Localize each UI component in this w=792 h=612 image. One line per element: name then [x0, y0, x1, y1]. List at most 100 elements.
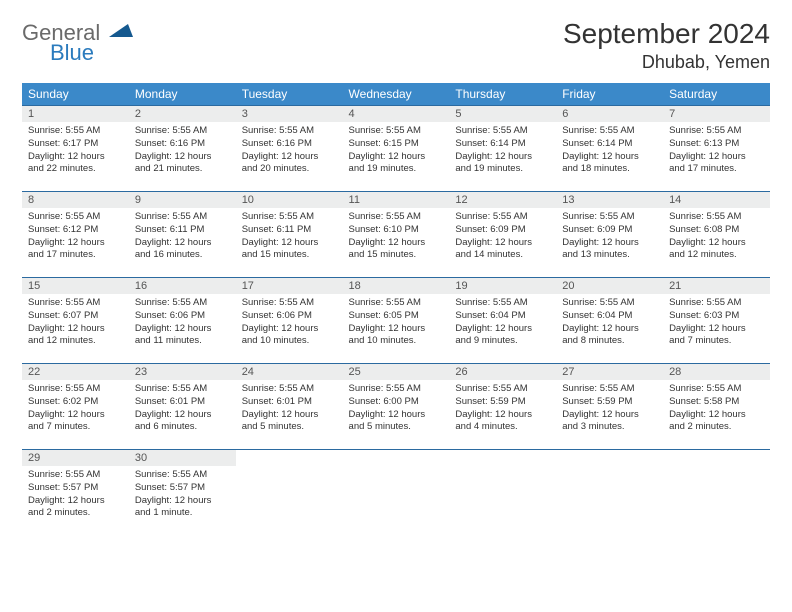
calendar-cell: 5Sunrise: 5:55 AMSunset: 6:14 PMDaylight…	[449, 106, 556, 192]
month-title: September 2024	[563, 18, 770, 50]
calendar-cell: 29Sunrise: 5:55 AMSunset: 5:57 PMDayligh…	[22, 450, 129, 536]
calendar-cell: 17Sunrise: 5:55 AMSunset: 6:06 PMDayligh…	[236, 278, 343, 364]
calendar-cell: 20Sunrise: 5:55 AMSunset: 6:04 PMDayligh…	[556, 278, 663, 364]
day-number: 21	[663, 278, 770, 294]
day-number: 4	[343, 106, 450, 122]
day-number: 14	[663, 192, 770, 208]
day-body: Sunrise: 5:55 AMSunset: 6:14 PMDaylight:…	[449, 122, 556, 180]
day-number: 28	[663, 364, 770, 380]
calendar-cell: 18Sunrise: 5:55 AMSunset: 6:05 PMDayligh…	[343, 278, 450, 364]
calendar-body: 1Sunrise: 5:55 AMSunset: 6:17 PMDaylight…	[22, 106, 770, 536]
day-body: Sunrise: 5:55 AMSunset: 6:10 PMDaylight:…	[343, 208, 450, 266]
day-body: Sunrise: 5:55 AMSunset: 5:57 PMDaylight:…	[129, 466, 236, 524]
calendar-head: SundayMondayTuesdayWednesdayThursdayFrid…	[22, 83, 770, 106]
calendar-row: 15Sunrise: 5:55 AMSunset: 6:07 PMDayligh…	[22, 278, 770, 364]
logo-word2: Blue	[50, 42, 133, 64]
day-body: Sunrise: 5:55 AMSunset: 6:13 PMDaylight:…	[663, 122, 770, 180]
calendar-cell: 1Sunrise: 5:55 AMSunset: 6:17 PMDaylight…	[22, 106, 129, 192]
day-body: Sunrise: 5:55 AMSunset: 6:16 PMDaylight:…	[129, 122, 236, 180]
calendar-cell: 28Sunrise: 5:55 AMSunset: 5:58 PMDayligh…	[663, 364, 770, 450]
calendar-table: SundayMondayTuesdayWednesdayThursdayFrid…	[22, 83, 770, 536]
calendar-cell: 12Sunrise: 5:55 AMSunset: 6:09 PMDayligh…	[449, 192, 556, 278]
day-body: Sunrise: 5:55 AMSunset: 6:11 PMDaylight:…	[236, 208, 343, 266]
calendar-cell-empty	[556, 450, 663, 536]
calendar-cell-empty	[343, 450, 450, 536]
calendar-cell: 21Sunrise: 5:55 AMSunset: 6:03 PMDayligh…	[663, 278, 770, 364]
day-number: 11	[343, 192, 450, 208]
day-body: Sunrise: 5:55 AMSunset: 6:14 PMDaylight:…	[556, 122, 663, 180]
logo-text: General Blue	[22, 18, 133, 64]
day-number: 15	[22, 278, 129, 294]
day-number: 20	[556, 278, 663, 294]
day-body: Sunrise: 5:55 AMSunset: 6:05 PMDaylight:…	[343, 294, 450, 352]
day-number: 13	[556, 192, 663, 208]
calendar-cell: 6Sunrise: 5:55 AMSunset: 6:14 PMDaylight…	[556, 106, 663, 192]
day-number: 1	[22, 106, 129, 122]
day-body: Sunrise: 5:55 AMSunset: 5:59 PMDaylight:…	[556, 380, 663, 438]
day-body: Sunrise: 5:55 AMSunset: 6:04 PMDaylight:…	[556, 294, 663, 352]
calendar-cell: 19Sunrise: 5:55 AMSunset: 6:04 PMDayligh…	[449, 278, 556, 364]
weekday-header: Saturday	[663, 83, 770, 106]
header: General Blue September 2024 Dhubab, Yeme…	[22, 18, 770, 73]
day-body: Sunrise: 5:55 AMSunset: 6:16 PMDaylight:…	[236, 122, 343, 180]
calendar-cell: 16Sunrise: 5:55 AMSunset: 6:06 PMDayligh…	[129, 278, 236, 364]
day-body: Sunrise: 5:55 AMSunset: 5:58 PMDaylight:…	[663, 380, 770, 438]
calendar-cell: 10Sunrise: 5:55 AMSunset: 6:11 PMDayligh…	[236, 192, 343, 278]
day-number: 30	[129, 450, 236, 466]
calendar-cell: 2Sunrise: 5:55 AMSunset: 6:16 PMDaylight…	[129, 106, 236, 192]
day-number: 18	[343, 278, 450, 294]
day-number: 9	[129, 192, 236, 208]
calendar-cell-empty	[663, 450, 770, 536]
calendar-cell: 9Sunrise: 5:55 AMSunset: 6:11 PMDaylight…	[129, 192, 236, 278]
day-number: 5	[449, 106, 556, 122]
day-body: Sunrise: 5:55 AMSunset: 6:09 PMDaylight:…	[449, 208, 556, 266]
day-body: Sunrise: 5:55 AMSunset: 6:04 PMDaylight:…	[449, 294, 556, 352]
calendar-cell-empty	[449, 450, 556, 536]
calendar-cell: 13Sunrise: 5:55 AMSunset: 6:09 PMDayligh…	[556, 192, 663, 278]
logo: General Blue	[22, 18, 133, 64]
day-body: Sunrise: 5:55 AMSunset: 6:15 PMDaylight:…	[343, 122, 450, 180]
day-body: Sunrise: 5:55 AMSunset: 6:06 PMDaylight:…	[236, 294, 343, 352]
day-body: Sunrise: 5:55 AMSunset: 6:07 PMDaylight:…	[22, 294, 129, 352]
day-number: 23	[129, 364, 236, 380]
weekday-header: Friday	[556, 83, 663, 106]
weekday-header: Tuesday	[236, 83, 343, 106]
calendar-cell: 8Sunrise: 5:55 AMSunset: 6:12 PMDaylight…	[22, 192, 129, 278]
calendar-cell: 23Sunrise: 5:55 AMSunset: 6:01 PMDayligh…	[129, 364, 236, 450]
title-block: September 2024 Dhubab, Yemen	[563, 18, 770, 73]
weekday-header: Monday	[129, 83, 236, 106]
day-body: Sunrise: 5:55 AMSunset: 6:11 PMDaylight:…	[129, 208, 236, 266]
day-number: 3	[236, 106, 343, 122]
day-number: 7	[663, 106, 770, 122]
day-number: 17	[236, 278, 343, 294]
day-body: Sunrise: 5:55 AMSunset: 6:01 PMDaylight:…	[129, 380, 236, 438]
day-body: Sunrise: 5:55 AMSunset: 6:09 PMDaylight:…	[556, 208, 663, 266]
day-number: 6	[556, 106, 663, 122]
calendar-cell: 26Sunrise: 5:55 AMSunset: 5:59 PMDayligh…	[449, 364, 556, 450]
location: Dhubab, Yemen	[563, 52, 770, 73]
calendar-cell: 15Sunrise: 5:55 AMSunset: 6:07 PMDayligh…	[22, 278, 129, 364]
day-number: 22	[22, 364, 129, 380]
calendar-cell: 30Sunrise: 5:55 AMSunset: 5:57 PMDayligh…	[129, 450, 236, 536]
weekday-header: Thursday	[449, 83, 556, 106]
calendar-row: 29Sunrise: 5:55 AMSunset: 5:57 PMDayligh…	[22, 450, 770, 536]
day-number: 16	[129, 278, 236, 294]
day-body: Sunrise: 5:55 AMSunset: 6:00 PMDaylight:…	[343, 380, 450, 438]
day-number: 8	[22, 192, 129, 208]
calendar-cell: 7Sunrise: 5:55 AMSunset: 6:13 PMDaylight…	[663, 106, 770, 192]
day-body: Sunrise: 5:55 AMSunset: 6:01 PMDaylight:…	[236, 380, 343, 438]
calendar-cell: 3Sunrise: 5:55 AMSunset: 6:16 PMDaylight…	[236, 106, 343, 192]
day-body: Sunrise: 5:55 AMSunset: 6:17 PMDaylight:…	[22, 122, 129, 180]
day-number: 2	[129, 106, 236, 122]
day-number: 24	[236, 364, 343, 380]
calendar-row: 1Sunrise: 5:55 AMSunset: 6:17 PMDaylight…	[22, 106, 770, 192]
calendar-cell-empty	[236, 450, 343, 536]
day-body: Sunrise: 5:55 AMSunset: 6:08 PMDaylight:…	[663, 208, 770, 266]
day-number: 25	[343, 364, 450, 380]
day-body: Sunrise: 5:55 AMSunset: 5:57 PMDaylight:…	[22, 466, 129, 524]
day-body: Sunrise: 5:55 AMSunset: 6:03 PMDaylight:…	[663, 294, 770, 352]
calendar-cell: 25Sunrise: 5:55 AMSunset: 6:00 PMDayligh…	[343, 364, 450, 450]
day-body: Sunrise: 5:55 AMSunset: 5:59 PMDaylight:…	[449, 380, 556, 438]
calendar-row: 8Sunrise: 5:55 AMSunset: 6:12 PMDaylight…	[22, 192, 770, 278]
calendar-cell: 24Sunrise: 5:55 AMSunset: 6:01 PMDayligh…	[236, 364, 343, 450]
